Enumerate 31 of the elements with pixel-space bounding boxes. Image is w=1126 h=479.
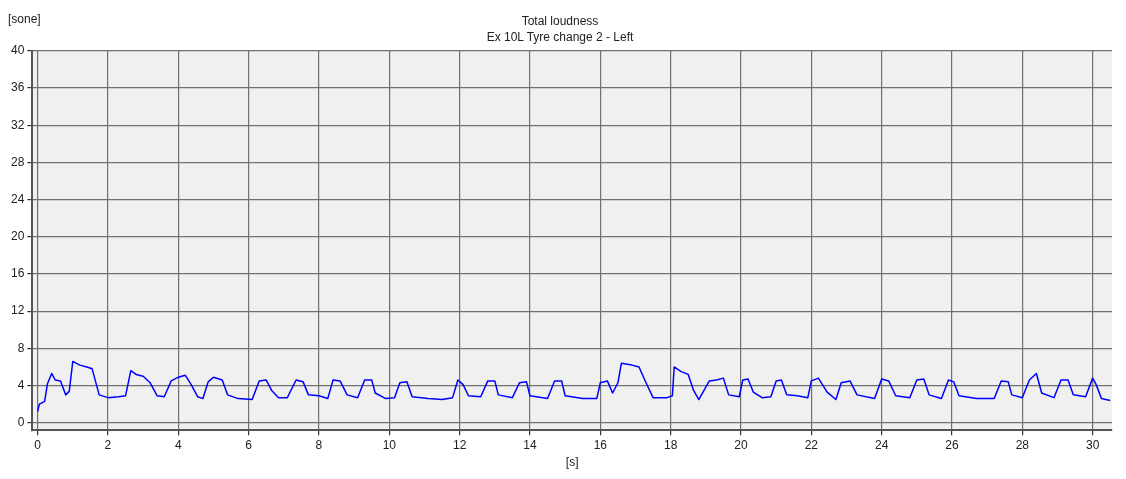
y-tick-label: 24 (10, 191, 25, 206)
x-tick-label: 28 (1015, 437, 1030, 452)
x-tick-label: 12 (452, 437, 467, 452)
chart-subtitle: Ex 10L Tyre change 2 - Left (486, 29, 635, 44)
x-tick-label: 24 (874, 437, 889, 452)
y-tick-label: 16 (10, 266, 25, 281)
x-tick-label: 10 (382, 437, 397, 452)
y-tick-label: 32 (10, 117, 25, 132)
x-axis-title: [s] (565, 455, 579, 470)
y-tick-label: 20 (10, 229, 25, 244)
x-tick-label: 26 (945, 437, 959, 452)
x-tick-label: 14 (523, 437, 537, 452)
y-tick-label: 28 (10, 154, 25, 169)
y-axis-title: [sone] (8, 12, 41, 27)
y-tick-label: 36 (10, 80, 25, 95)
x-tick-label: 30 (1085, 437, 1100, 452)
x-tick-label: 18 (663, 437, 678, 452)
x-tick-label: 16 (593, 437, 608, 452)
chart-title: Total loudness (521, 13, 599, 28)
y-tick-label: 0 (17, 415, 25, 430)
x-tick-label: 20 (734, 437, 748, 452)
x-tick-label: 0 (34, 437, 42, 452)
x-tick-label: 22 (804, 437, 819, 452)
x-tick-label: 8 (315, 437, 323, 452)
x-tick-label: 2 (104, 437, 112, 452)
y-tick-label: 8 (17, 340, 25, 355)
y-tick-label: 12 (10, 303, 25, 318)
x-tick-label: 6 (245, 437, 253, 452)
y-tick-label: 40 (10, 43, 25, 58)
x-tick-label: 4 (174, 437, 182, 452)
y-tick-label: 4 (17, 377, 25, 392)
